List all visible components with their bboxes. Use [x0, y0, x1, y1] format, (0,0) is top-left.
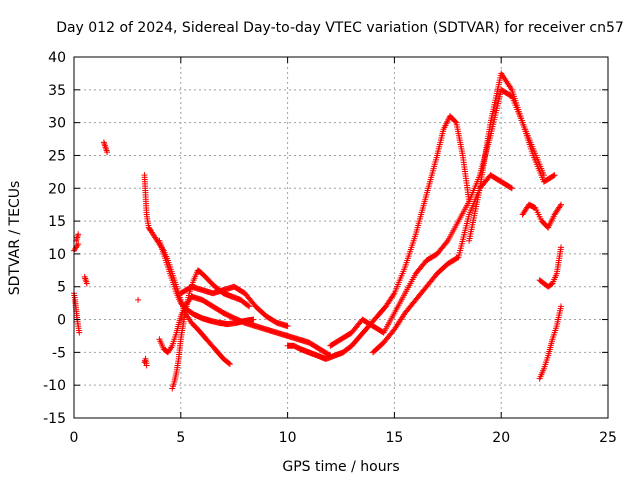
data-layer: [71, 70, 565, 392]
series-arc-f: [135, 296, 142, 303]
series-arc-q: [519, 201, 565, 231]
grid-layer: [74, 57, 608, 418]
data-point-markers: [536, 303, 565, 382]
x-axis-label: GPS time / hours: [282, 459, 399, 475]
data-point-markers: [284, 113, 473, 362]
data-point-markers: [519, 201, 565, 231]
tick-label-layer: 0 5 10 15 20 25 -15 -10 -5 0 5 10 15 20 25 30 35 40: [43, 50, 617, 446]
y-tick-label: 40: [48, 50, 66, 66]
series-arc-p: [466, 70, 547, 244]
series-arc-h: [141, 172, 233, 368]
series-arc-s: [536, 303, 565, 382]
data-point-markers: [141, 355, 150, 369]
series-arc-e: [100, 139, 111, 156]
x-tick-label: 10: [279, 430, 297, 446]
data-point-markers: [536, 244, 565, 290]
plot-frame: [73, 56, 609, 419]
series-arc-o: [370, 172, 515, 356]
series-arc-c: [73, 231, 82, 244]
y-tick-label: 15: [48, 214, 66, 230]
data-point-markers: [177, 283, 291, 330]
data-point-markers: [141, 172, 233, 368]
data-point-markers: [100, 139, 111, 156]
data-point-markers: [71, 290, 83, 336]
data-point-markers: [81, 273, 90, 287]
series-arc-i: [156, 237, 257, 328]
y-tick-label: -15: [43, 411, 66, 427]
x-tick-label: 25: [599, 430, 617, 446]
y-tick-label: -10: [43, 378, 66, 394]
y-axis-label: SDTVAR / TECUs: [7, 181, 23, 296]
x-tick-label: 15: [385, 430, 403, 446]
data-point-markers: [156, 237, 257, 328]
y-tick-label: 35: [48, 83, 66, 99]
y-tick-label: 5: [57, 280, 66, 296]
tick-layer: [73, 56, 609, 419]
series-arc-k: [169, 267, 253, 392]
y-tick-label: 0: [57, 313, 66, 329]
series-arc-m: [284, 113, 473, 362]
data-point-markers: [135, 296, 142, 303]
y-tick-label: -5: [52, 345, 66, 361]
x-tick-label: 20: [492, 430, 510, 446]
y-tick-label: 20: [48, 181, 66, 197]
chart-title: Day 012 of 2024, Sidereal Day-to-day VTE…: [56, 20, 624, 36]
series-arc-g: [141, 355, 150, 369]
y-tick-label: 10: [48, 247, 66, 263]
data-point-markers: [169, 267, 253, 392]
data-point-markers: [370, 172, 515, 356]
series-arc-d: [81, 273, 90, 287]
series-arc-l: [177, 283, 291, 330]
data-point-markers: [466, 70, 547, 244]
y-tick-label: 30: [48, 116, 66, 132]
series-arc-b: [71, 290, 83, 336]
x-tick-label: 0: [70, 430, 79, 446]
series-arc-r: [536, 244, 565, 290]
x-tick-label: 5: [176, 430, 185, 446]
y-tick-label: 25: [48, 148, 66, 164]
data-point-markers: [73, 231, 82, 244]
